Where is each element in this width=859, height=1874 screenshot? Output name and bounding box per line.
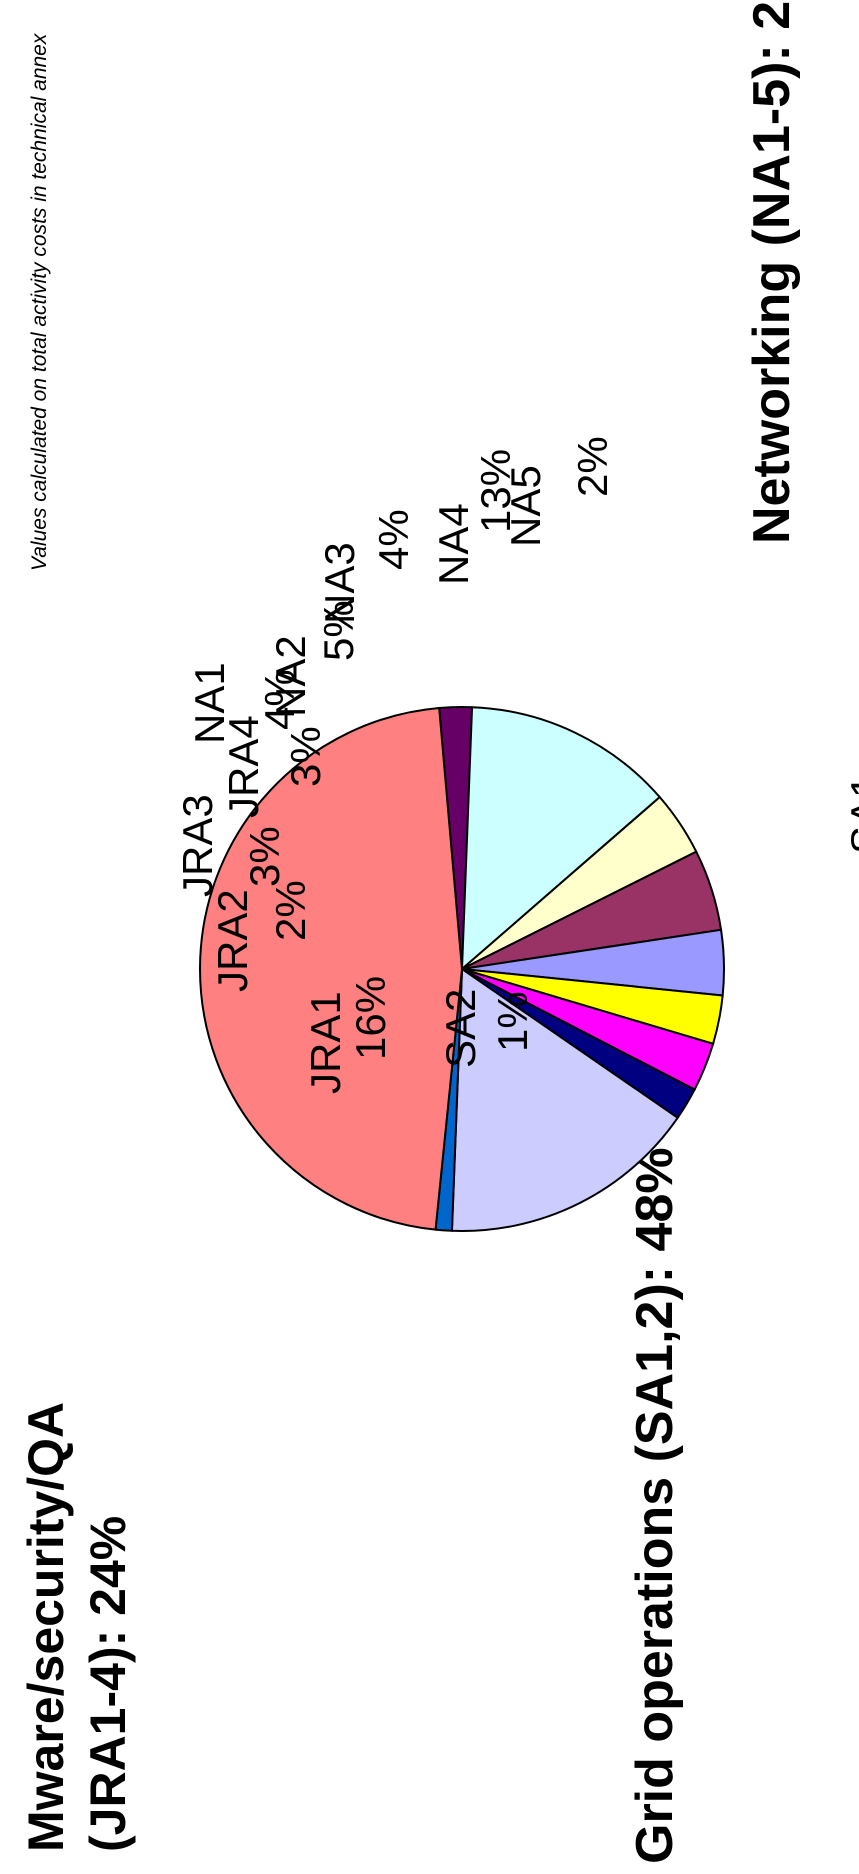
slice-value-na3: 4% — [370, 509, 417, 570]
slice-label-na2: NA2 — [267, 635, 314, 717]
slice-label-jra1: JRA1 — [302, 991, 349, 1094]
slice-value-na2: 5% — [315, 600, 362, 661]
slice-label-jra3: JRA3 — [174, 794, 221, 897]
slice-label-sa1: SA1 — [842, 775, 859, 854]
slice-value-na5: 2% — [569, 436, 616, 497]
pie-slice-jra1 — [450, 967, 680, 1232]
slice-value-jra1: 16% — [347, 976, 394, 1060]
slice-value-jra3: 3% — [241, 826, 288, 887]
slice-label-na3: NA3 — [316, 542, 363, 624]
slice-label-sa2: SA2 — [437, 989, 484, 1068]
slice-value-jra2: 2% — [267, 880, 314, 941]
slice-label-jra4: JRA4 — [220, 715, 267, 818]
slice-label-jra2: JRA2 — [209, 889, 256, 992]
slice-label-na1: NA1 — [186, 662, 233, 744]
slice-value-jra4: 3% — [282, 726, 329, 787]
slice-label-na5: NA5 — [502, 465, 549, 547]
slice-label-na4: NA4 — [430, 503, 477, 585]
slice-value-sa2: 1% — [489, 991, 536, 1052]
pie-slice-na4 — [460, 706, 662, 972]
slice-value-na1: 4% — [256, 669, 303, 730]
slice-value-na4: 13% — [472, 449, 519, 533]
pie-slice-sa1 — [199, 706, 464, 1231]
